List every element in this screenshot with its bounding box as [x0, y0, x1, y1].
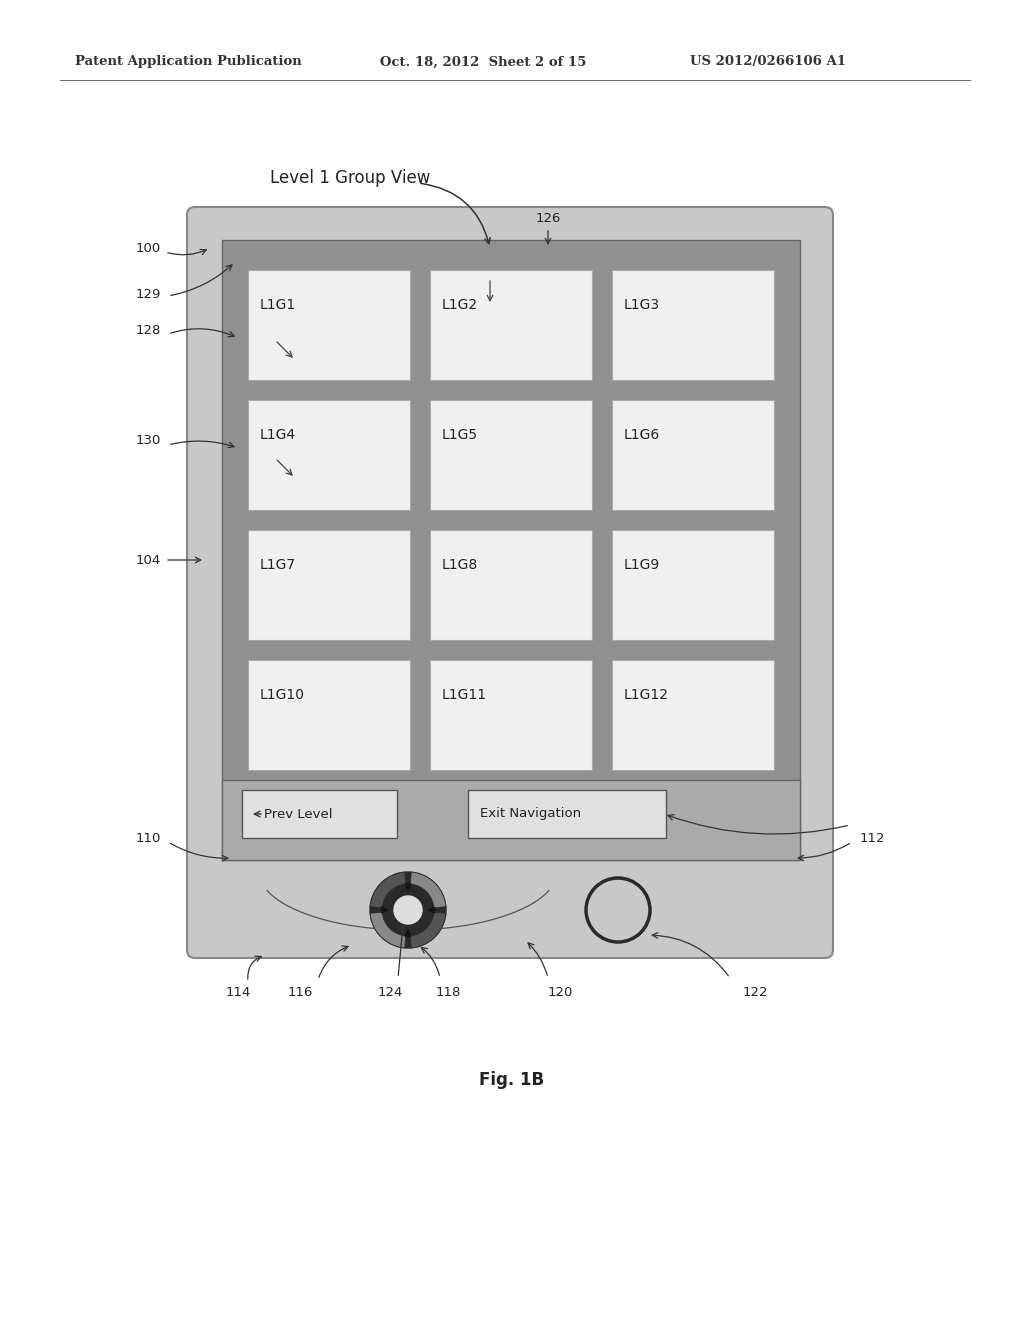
Polygon shape: [370, 912, 406, 948]
Text: L1G5: L1G5: [442, 428, 478, 442]
Text: 104: 104: [135, 553, 161, 566]
Text: 129: 129: [135, 289, 161, 301]
Bar: [612, 531, 774, 640]
Bar: [430, 400, 592, 510]
Text: Level 1 Group View: Level 1 Group View: [269, 169, 430, 187]
Text: L1G9: L1G9: [624, 558, 660, 572]
Text: L1G10: L1G10: [260, 688, 305, 702]
Text: L1G2: L1G2: [442, 298, 478, 312]
Text: 122: 122: [742, 986, 768, 998]
Bar: [222, 240, 800, 861]
Text: 120: 120: [547, 986, 572, 998]
Text: 124: 124: [377, 986, 402, 998]
FancyBboxPatch shape: [187, 207, 833, 958]
Text: L1G4: L1G4: [260, 428, 296, 442]
Text: L1G7: L1G7: [260, 558, 296, 572]
Text: L1G12: L1G12: [624, 688, 669, 702]
Text: 118: 118: [435, 986, 461, 998]
Text: 100: 100: [135, 242, 161, 255]
Text: 128: 128: [135, 323, 161, 337]
Text: L1G11: L1G11: [442, 688, 487, 702]
Bar: [612, 400, 774, 510]
Bar: [430, 271, 592, 380]
Text: 126: 126: [536, 211, 561, 224]
Text: US 2012/0266106 A1: US 2012/0266106 A1: [690, 55, 846, 69]
Text: Prev Level: Prev Level: [264, 808, 333, 821]
Bar: [612, 271, 774, 380]
Bar: [222, 780, 800, 861]
Bar: [242, 789, 397, 838]
Text: 130: 130: [135, 433, 161, 446]
Text: 112: 112: [859, 832, 885, 845]
Text: L1G1: L1G1: [260, 298, 296, 312]
Text: 116: 116: [288, 986, 312, 998]
Text: L1G6: L1G6: [624, 428, 660, 442]
Bar: [248, 531, 410, 640]
Bar: [248, 400, 410, 510]
Bar: [248, 271, 410, 380]
Polygon shape: [411, 873, 445, 908]
Text: Patent Application Publication: Patent Application Publication: [75, 55, 302, 69]
Bar: [430, 660, 592, 770]
Circle shape: [370, 873, 446, 948]
Text: 110: 110: [135, 832, 161, 845]
Text: Exit Navigation: Exit Navigation: [480, 808, 582, 821]
Bar: [248, 660, 410, 770]
Text: Oct. 18, 2012  Sheet 2 of 15: Oct. 18, 2012 Sheet 2 of 15: [380, 55, 587, 69]
Bar: [430, 531, 592, 640]
Polygon shape: [411, 912, 445, 948]
Bar: [468, 789, 666, 838]
Bar: [612, 660, 774, 770]
Text: L1G8: L1G8: [442, 558, 478, 572]
Circle shape: [394, 896, 422, 924]
Text: 114: 114: [225, 986, 251, 998]
Text: Fig. 1B: Fig. 1B: [479, 1071, 545, 1089]
Polygon shape: [370, 873, 406, 908]
Text: L1G3: L1G3: [624, 298, 660, 312]
